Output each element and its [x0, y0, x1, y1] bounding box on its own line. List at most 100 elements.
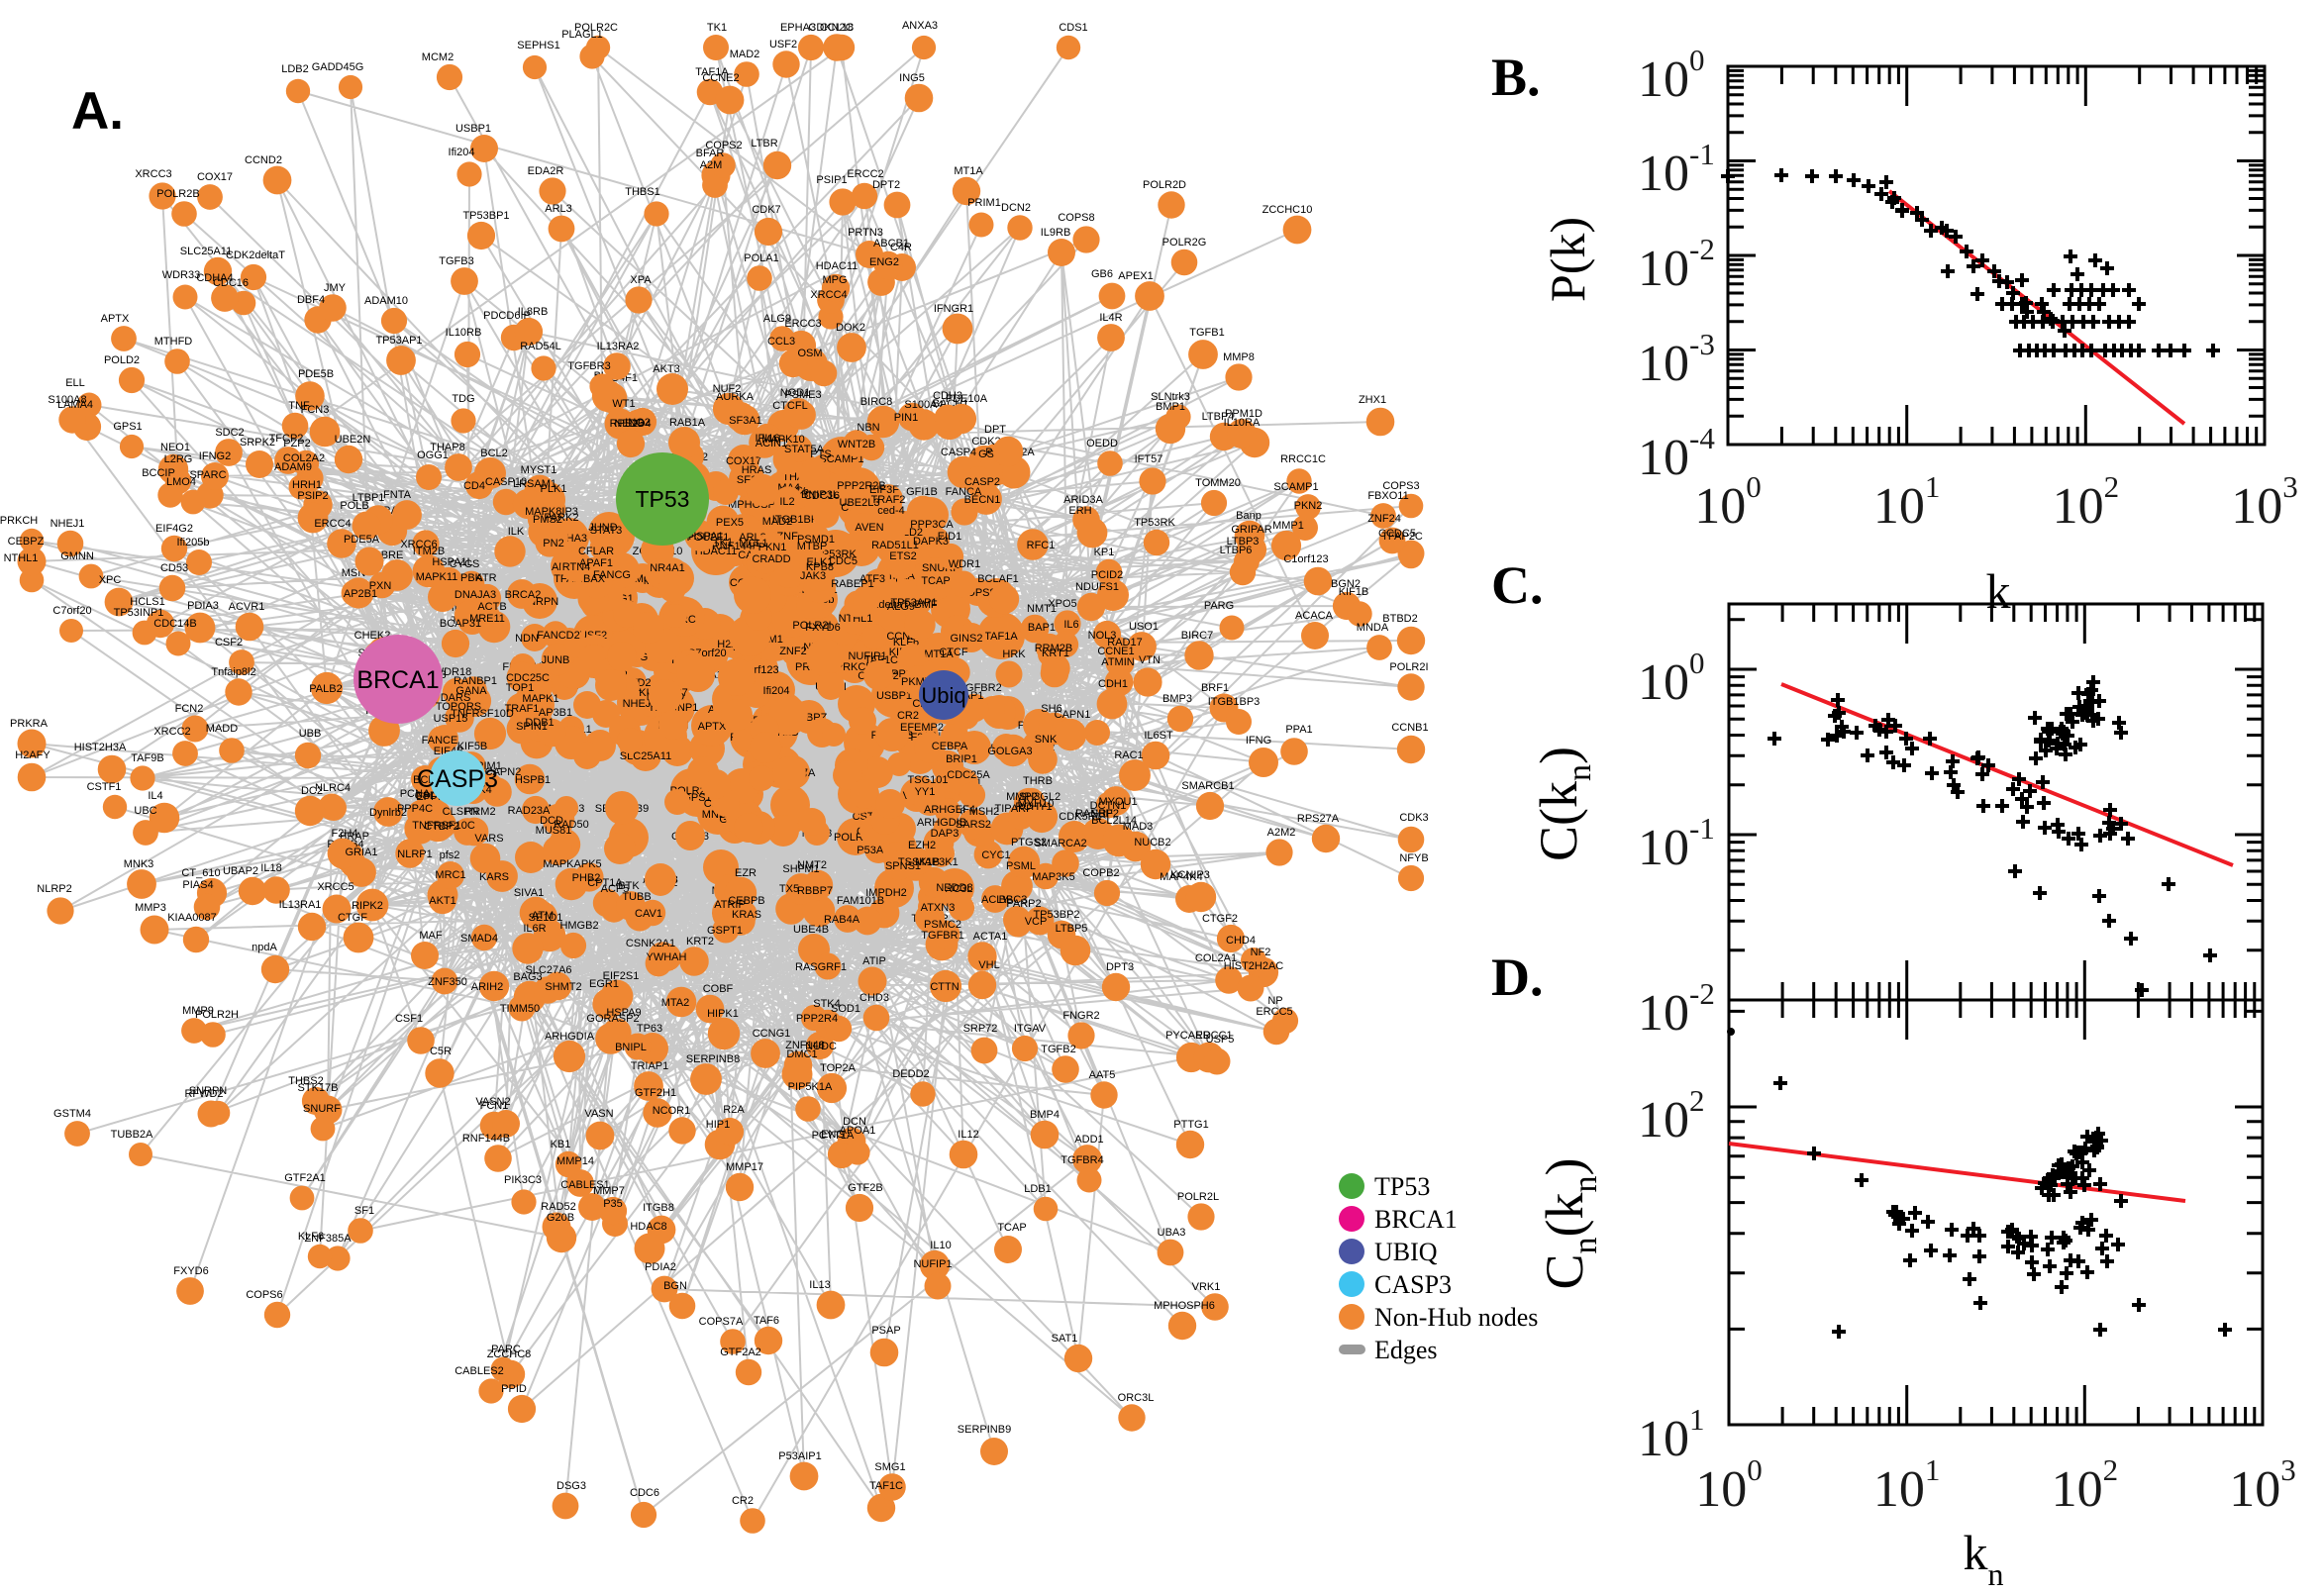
svg-text:UBE2N: UBE2N [335, 434, 371, 446]
svg-text:CASP2: CASP2 [964, 476, 1000, 488]
svg-text:PARK2: PARK2 [544, 512, 578, 524]
svg-text:DCN: DCN [843, 1116, 866, 1128]
svg-text:HSPB1: HSPB1 [515, 774, 551, 786]
svg-text:VTN: VTN [1139, 654, 1161, 666]
svg-text:WT1: WT1 [612, 398, 635, 410]
svg-text:TP53AP1: TP53AP1 [375, 335, 422, 347]
svg-text:ENG2: ENG2 [869, 256, 899, 268]
svg-text:CR2: CR2 [897, 710, 919, 722]
svg-text:VASN2: VASN2 [475, 1096, 510, 1108]
svg-text:IL10RB: IL10RB [446, 327, 482, 339]
svg-text:RABEP1: RABEP1 [831, 578, 873, 590]
svg-text:UBAP2: UBAP2 [223, 865, 258, 877]
svg-text:TGFB3: TGFB3 [439, 255, 473, 267]
svg-text:BGN: BGN [663, 1280, 687, 1292]
svg-text:IL6R: IL6R [523, 923, 546, 935]
svg-text:FANCD2: FANCD2 [537, 630, 579, 642]
svg-text:RFC1: RFC1 [1027, 540, 1056, 551]
svg-text:MAP3K5: MAP3K5 [1032, 871, 1074, 883]
svg-text:RAD51L1: RAD51L1 [871, 540, 919, 551]
svg-text:PIK3C3: PIK3C3 [504, 1174, 542, 1186]
svg-text:SARS2: SARS2 [956, 819, 991, 831]
svg-text:Ifi205b: Ifi205b [176, 537, 209, 549]
svg-text:PDIA3: PDIA3 [187, 600, 219, 612]
svg-text:XPO5: XPO5 [1048, 598, 1076, 610]
svg-text:EDA2R: EDA2R [528, 165, 564, 177]
svg-text:DDB1: DDB1 [525, 717, 554, 729]
svg-text:FXYD6: FXYD6 [173, 1265, 208, 1277]
svg-text:LTBP3: LTBP3 [1227, 536, 1260, 548]
svg-text:ZHX1: ZHX1 [1359, 394, 1386, 406]
svg-text:L2RG: L2RG [164, 453, 193, 465]
svg-text:MAPK11: MAPK11 [416, 571, 458, 583]
svg-text:AP3B1: AP3B1 [539, 707, 572, 719]
svg-text:Tnfaip8l2: Tnfaip8l2 [211, 666, 255, 678]
svg-text:ANXA3: ANXA3 [902, 20, 938, 32]
svg-text:RASGRF1: RASGRF1 [795, 961, 847, 973]
svg-text:DCTN1: DCTN1 [1090, 800, 1127, 812]
svg-text:GTF2B: GTF2B [848, 1182, 882, 1194]
svg-text:HSPA1L: HSPA1L [432, 556, 472, 568]
svg-text:USP5: USP5 [1206, 1034, 1235, 1046]
svg-text:MMP7: MMP7 [593, 1185, 625, 1197]
svg-text:GPS1: GPS1 [113, 421, 142, 433]
svg-text:NLRC4: NLRC4 [315, 782, 351, 794]
svg-text:HIPK1: HIPK1 [707, 1008, 739, 1020]
svg-text:TGFBR2: TGFBR2 [959, 682, 1001, 694]
svg-text:10: 10 [1638, 146, 1689, 202]
svg-text:NMT1: NMT1 [1027, 603, 1057, 615]
svg-text:NDN: NDN [515, 633, 539, 645]
svg-text:TAF1C: TAF1C [869, 1480, 903, 1492]
svg-text:MMP9: MMP9 [182, 1005, 214, 1017]
svg-text:PSIP1: PSIP1 [816, 174, 847, 186]
svg-text:MYH10: MYH10 [1018, 798, 1055, 810]
svg-text:ALG9: ALG9 [887, 601, 915, 613]
svg-text:10: 10 [1638, 51, 1689, 108]
svg-text:CDK2deltaT: CDK2deltaT [226, 249, 285, 261]
svg-text:XRCC2: XRCC2 [153, 726, 190, 738]
svg-text:CT_610: CT_610 [181, 867, 220, 879]
svg-text:PALB2: PALB2 [309, 683, 342, 695]
svg-text:PARC: PARC [491, 1344, 521, 1355]
svg-text:SHFM1: SHFM1 [782, 863, 819, 875]
svg-text:-1: -1 [1689, 137, 1715, 171]
svg-text:CSTF1: CSTF1 [87, 781, 122, 793]
svg-text:CDC14B: CDC14B [153, 618, 196, 630]
svg-text:F2H4: F2H4 [332, 828, 358, 840]
svg-text:IL13RA1: IL13RA1 [279, 899, 322, 911]
svg-text:FXYD6: FXYD6 [805, 622, 840, 634]
svg-text:VHL: VHL [978, 959, 999, 971]
svg-text:IL6ST: IL6ST [1144, 730, 1173, 742]
svg-text:RAC1: RAC1 [1114, 749, 1143, 761]
svg-text:ZCCHC10: ZCCHC10 [1262, 204, 1313, 216]
svg-text:NOD1: NOD1 [780, 387, 811, 399]
svg-text:LTBP1: LTBP1 [353, 492, 385, 504]
svg-text:A2M: A2M [700, 159, 723, 171]
svg-text:BFAR: BFAR [696, 148, 725, 159]
svg-text:PHB2: PHB2 [572, 872, 601, 884]
svg-text:RIPK2: RIPK2 [352, 900, 383, 912]
svg-text:TSSK1B: TSSK1B [898, 856, 940, 868]
svg-text:MCL1: MCL1 [739, 538, 767, 549]
svg-text:CCNE1: CCNE1 [1097, 646, 1134, 657]
svg-text:IL12: IL12 [958, 1129, 978, 1141]
svg-text:ZNF24: ZNF24 [779, 646, 813, 657]
svg-text:PRKCH: PRKCH [0, 515, 38, 527]
svg-text:APOA1: APOA1 [840, 1125, 876, 1137]
svg-text:SF1: SF1 [354, 1205, 374, 1217]
svg-text:10: 10 [1638, 654, 1689, 711]
svg-text:AKT3: AKT3 [653, 363, 680, 375]
svg-text:Ubiq: Ubiq [921, 683, 965, 708]
svg-text:RANBP2: RANBP2 [1075, 808, 1119, 820]
svg-text:AKT1: AKT1 [429, 895, 456, 907]
svg-text:COPS3: COPS3 [1382, 480, 1419, 492]
svg-text:UBE2L3: UBE2L3 [840, 497, 880, 509]
svg-text:CCDC5: CCDC5 [1378, 528, 1416, 540]
svg-text:ATIP: ATIP [862, 955, 886, 967]
svg-text:BCCIP: BCCIP [142, 467, 175, 479]
svg-text:MNDA: MNDA [1357, 622, 1389, 634]
svg-text:EGR1: EGR1 [589, 978, 619, 990]
svg-text:2: 2 [1689, 1083, 1705, 1118]
svg-text:STK4: STK4 [813, 998, 841, 1010]
svg-text:MAPKAPK5: MAPKAPK5 [543, 858, 601, 870]
